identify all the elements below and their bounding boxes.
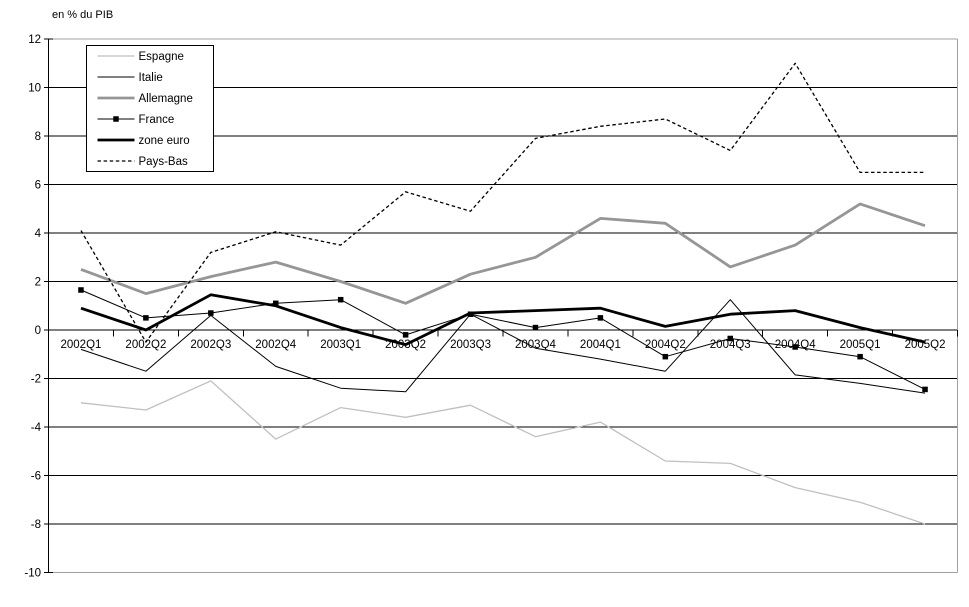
x-axis-label: 2005Q1 xyxy=(840,339,881,351)
y-axis-label: 10 xyxy=(28,83,41,95)
legend-label-zone-euro: zone euro xyxy=(139,135,190,147)
legend-label-italie: Italie xyxy=(139,72,163,84)
y-axis-label: 4 xyxy=(35,228,42,240)
y-axis-label: 0 xyxy=(35,325,41,337)
y-axis-label: -8 xyxy=(31,519,41,531)
series-marker-france xyxy=(337,296,344,303)
x-axis-label: 2003Q1 xyxy=(320,339,361,351)
series-marker-france xyxy=(143,315,149,321)
x-axis-label: 2004Q1 xyxy=(580,339,621,351)
y-axis-label: 12 xyxy=(28,34,41,46)
series-marker-france xyxy=(78,287,84,293)
x-axis-label: 2002Q4 xyxy=(255,339,297,351)
x-axis-label: 2004Q3 xyxy=(710,339,751,351)
legend-label-espagne: Espagne xyxy=(139,51,184,63)
x-axis-label: 2004Q2 xyxy=(645,339,686,351)
legend-label-france: France xyxy=(139,114,175,126)
y-axis-label: 8 xyxy=(35,131,41,143)
chart-title: en % du PIB xyxy=(52,9,114,21)
y-axis-label: -4 xyxy=(31,422,42,434)
series-marker-france xyxy=(597,315,604,321)
legend-label-pays-bas: Pays-Bas xyxy=(139,156,188,168)
x-axis-label: 2005Q2 xyxy=(905,339,946,351)
y-axis-label: 2 xyxy=(35,277,41,289)
series-line-allemagne xyxy=(80,202,926,305)
x-axis-label: 2002Q3 xyxy=(190,339,231,351)
series-marker-france xyxy=(208,310,214,316)
legend-box xyxy=(86,45,214,172)
series-line-italie xyxy=(80,299,926,394)
x-axis-label: 2003Q4 xyxy=(515,339,557,351)
series-marker-france xyxy=(532,324,539,331)
series-marker-france xyxy=(922,386,928,393)
series-marker-france xyxy=(792,344,798,350)
series-marker-france xyxy=(727,335,733,342)
y-axis-label: 6 xyxy=(35,180,41,192)
legend-marker-france xyxy=(113,116,119,122)
series-marker-france xyxy=(662,353,669,360)
series-marker-france xyxy=(273,300,279,307)
y-axis-label: -6 xyxy=(31,471,41,483)
series-line-france xyxy=(80,289,926,390)
x-axis-label: 2002Q2 xyxy=(125,339,166,351)
y-axis-label: -10 xyxy=(24,568,41,580)
series-line-zone-euro xyxy=(80,293,926,347)
series-marker-france xyxy=(857,353,863,360)
legend-label-allemagne: Allemagne xyxy=(139,93,193,105)
series-line-espagne xyxy=(80,380,926,525)
y-axis-label: -2 xyxy=(31,374,41,386)
series-line-pays-bas xyxy=(80,62,925,343)
series-marker-france xyxy=(402,332,409,338)
x-axis-label: 2002Q1 xyxy=(60,339,101,351)
x-axis-label: 2003Q3 xyxy=(450,339,491,351)
